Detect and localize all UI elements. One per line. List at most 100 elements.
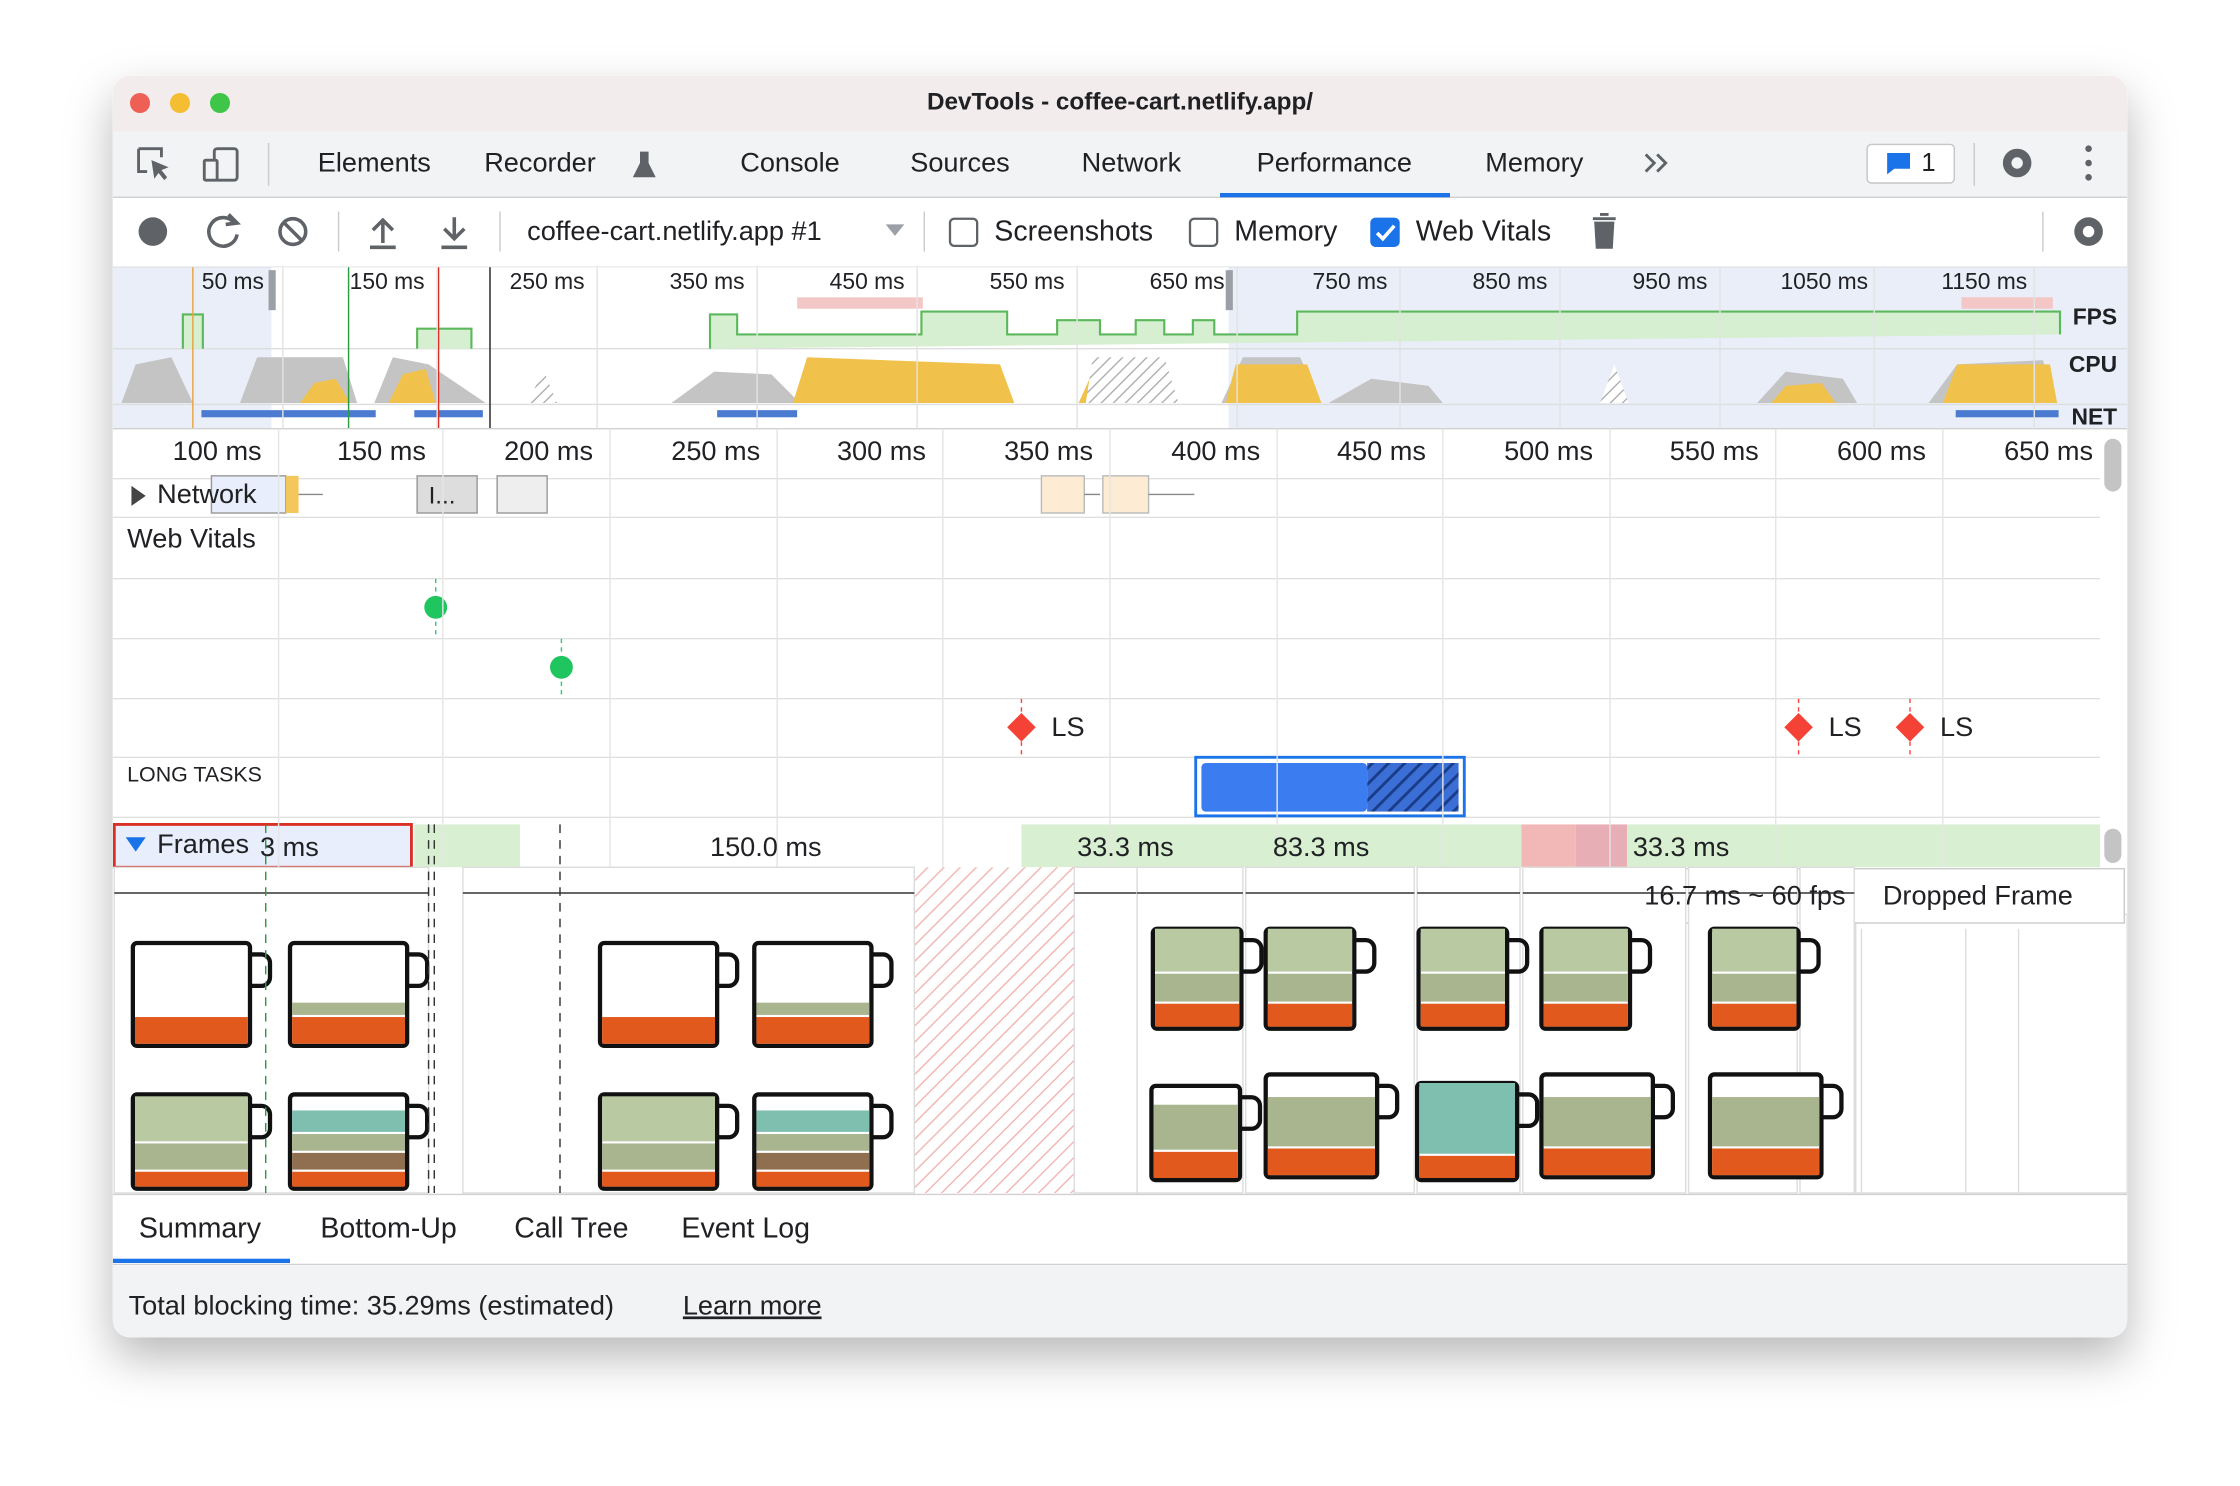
mug-layer [135,1171,248,1187]
ls-label: LS [1940,711,1973,742]
mug-layer [1712,928,1797,972]
expand-network[interactable] [131,485,146,506]
mug-handle [1821,1083,1844,1120]
device-icon[interactable] [202,147,239,182]
mug-layer [1712,1097,1820,1147]
checkmark [1375,224,1396,242]
tab[interactable]: Network [1082,147,1182,178]
menu-icon[interactable] [2085,145,2092,181]
scrollbar[interactable] [2104,438,2122,492]
frame-label: 33.3 ms [1633,831,1730,862]
issues-icon [1887,153,1910,175]
timeline-tick-label: 650 ms [2004,435,2093,466]
capture-settings[interactable] [2074,217,2103,246]
checkbox[interactable] [948,217,979,248]
tab[interactable]: Sources [910,147,1010,178]
mug-handle [1798,938,1821,974]
checkbox-label: Screenshots [994,216,1153,248]
record-button[interactable] [138,217,168,246]
summary-text: Total blocking time: 35.29ms (estimated) [129,1289,614,1320]
mug-layer [756,1110,870,1132]
scrollbar[interactable] [2104,828,2122,863]
more-tabs-icon[interactable] [1644,153,1668,173]
timeline-tick-label: 450 ms [1337,435,1426,466]
net-request [414,410,483,418]
overview-tick-label: 750 ms [1313,268,1388,294]
mug-handle [717,1103,740,1140]
timeline-tick-label: 250 ms [671,435,760,466]
timeline-tick-label: 400 ms [1171,435,1260,466]
timeline-tick-label: 150 ms [337,435,426,466]
tab[interactable]: Elements [318,147,431,178]
mug-handle [407,1103,430,1140]
frame-label: 150.0 ms [710,831,822,862]
inspect-icon[interactable] [137,147,169,181]
settings-icon[interactable] [2002,148,2032,178]
network-requests [210,475,1195,514]
mug-layer [1267,1148,1375,1176]
mug-handle [1517,1092,1540,1128]
mug-layer [1153,1104,1238,1150]
download-button[interactable] [441,217,468,250]
window-title: DevTools - coffee-cart.netlify.app/ [927,88,1313,115]
reload-button[interactable] [207,213,241,248]
mug-layer [756,1171,870,1187]
overview-tick-label: 50 ms [202,268,264,294]
overview-tick-label: 850 ms [1473,268,1548,294]
overview-tick-label: 450 ms [830,268,905,294]
mug-layer [602,1171,715,1187]
checkbox-label: Memory [1234,216,1338,248]
profile-select[interactable]: coffee-cart.netlify.app #1 [527,215,822,246]
mug-layer [1420,928,1505,972]
close-button[interactable] [130,93,150,113]
mug-layer [602,1017,715,1044]
screenshot [1073,866,1138,1194]
bottom-tab[interactable]: Bottom-Up [320,1213,457,1245]
collapse-frames[interactable] [125,837,146,852]
mug-handle [250,1103,273,1140]
selection-handle[interactable] [1225,270,1233,311]
dropped-frame [914,867,1075,1193]
learn-more-link[interactable]: Learn more [683,1289,822,1320]
mug-handle [1507,938,1530,974]
mug-layer [292,1110,405,1132]
mug-layer [292,1002,405,1015]
checkbox-label: Web Vitals [1416,216,1551,248]
overview-tick-label: 550 ms [990,268,1065,294]
mug-layer [1419,1083,1515,1154]
tab[interactable]: Memory [1485,147,1583,178]
frames-track [414,824,2100,868]
mug-layer [1153,1151,1238,1178]
mug-layer [1419,1155,1515,1178]
mug-layer [602,1143,715,1170]
dropdown-arrow[interactable] [885,224,905,236]
tab[interactable]: Performance [1257,147,1412,178]
mug-layer [292,1017,405,1044]
checkbox[interactable] [1188,217,1219,248]
track-label: LONG TASKS [127,763,262,787]
zoom-button[interactable] [210,93,230,113]
minimize-button[interactable] [170,93,190,113]
title-bar [112,75,2128,132]
tab[interactable]: Recorder [484,147,596,178]
timeline-tick-label: 200 ms [504,435,593,466]
screenshot-cart [1855,913,2128,1194]
frames-header[interactable] [112,823,413,869]
trash-button[interactable] [1592,213,1616,249]
bottom-tab[interactable]: Call Tree [514,1213,628,1245]
selection-handle[interactable] [268,270,276,311]
mug-layer [756,1017,870,1044]
long-task-blocking [1367,763,1459,812]
track-label[interactable]: Network [157,478,257,509]
summary-pane [112,1265,2128,1338]
mug-handle [1241,938,1264,974]
tab[interactable]: Console [740,147,840,178]
checkbox[interactable] [1370,217,1400,248]
issues-badge[interactable] [1866,143,1955,184]
clear-button[interactable] [278,216,308,247]
bottom-tab[interactable]: Event Log [681,1213,810,1245]
mug-layer [1155,928,1240,972]
mug-handle [1354,938,1377,974]
bottom-tab[interactable]: Summary [139,1213,262,1245]
upload-button[interactable] [370,217,396,250]
